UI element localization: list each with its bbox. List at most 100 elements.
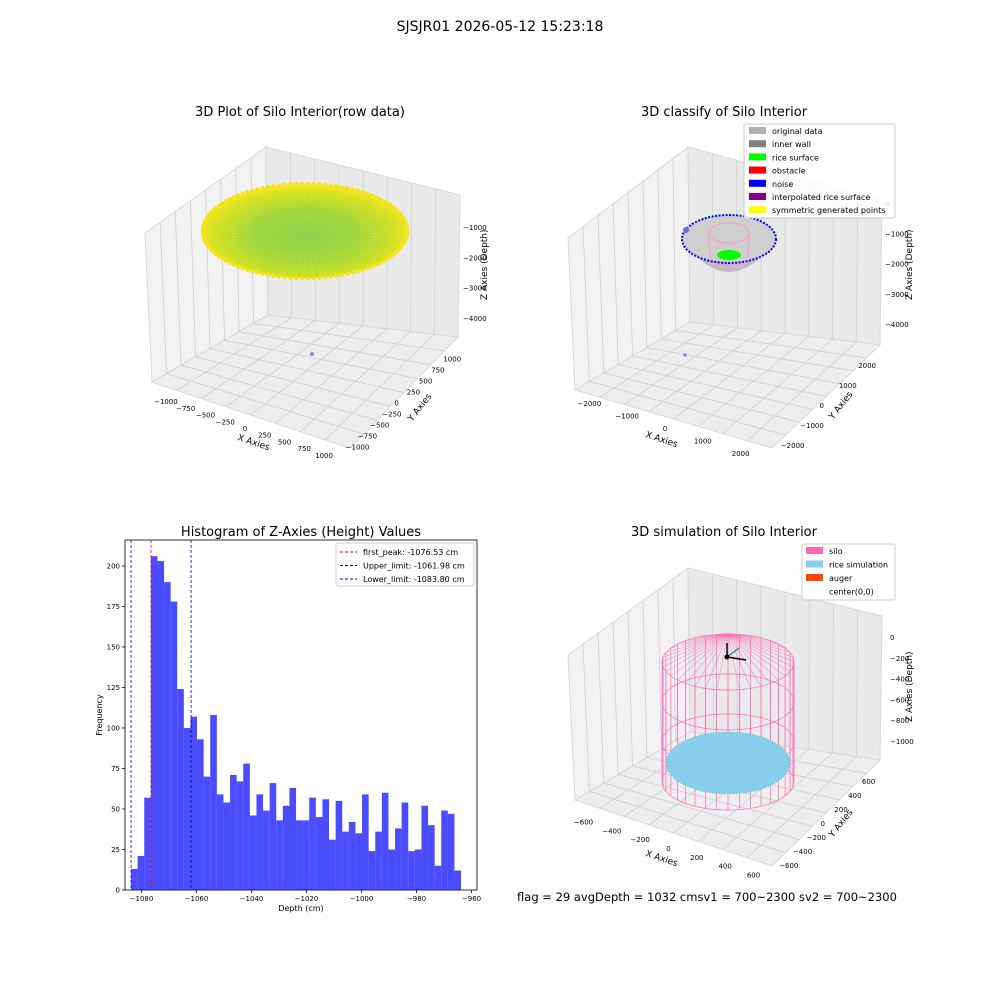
silo-roof-wire — [670, 633, 729, 649]
silo-roof-wire — [727, 633, 791, 672]
scan-ray — [360, 233, 407, 236]
x-tick-label: −980 — [407, 895, 426, 903]
scan-ray — [319, 185, 332, 207]
status-line: flag = 29 avgDepth = 1032 cmsv1 = 700~23… — [517, 890, 897, 904]
z-tick-label: −2000 — [885, 261, 909, 269]
grid-line — [589, 381, 786, 436]
rim-point — [299, 275, 305, 281]
y-tick-label: 0 — [820, 402, 824, 410]
scan-ray — [360, 222, 406, 227]
scan-ray — [340, 250, 371, 268]
x-tick-label: 500 — [278, 438, 291, 446]
y-tick-label: 1000 — [443, 355, 461, 363]
rim-points — [200, 181, 410, 281]
grid-line — [747, 756, 857, 859]
rim-point — [328, 183, 334, 188]
scan-ray — [359, 218, 404, 225]
grid-line — [612, 622, 619, 775]
y-tick-label: 25 — [111, 846, 120, 854]
rim-point — [323, 182, 328, 188]
silo-roof-wire — [727, 633, 791, 653]
legend-swatch — [749, 206, 766, 214]
histogram-bar — [269, 783, 277, 890]
legend-label: interpolated rice surface — [772, 193, 870, 202]
rim-point — [250, 188, 255, 193]
y-tick-label: 200 — [834, 806, 847, 814]
y-axis-label: Frequency — [95, 694, 104, 736]
x-tick-label: 400 — [718, 863, 731, 871]
scan-ray — [314, 256, 323, 278]
legend-swatch — [749, 179, 766, 187]
scan-ray — [253, 253, 278, 272]
scan-ray — [357, 239, 401, 248]
scan-ray — [347, 200, 384, 215]
scan-ray — [295, 256, 301, 278]
rice-simulation-body — [666, 732, 790, 794]
silo-roof-wire — [662, 633, 729, 668]
legend-swatch — [806, 547, 823, 554]
noise-point — [683, 227, 689, 233]
x-tick-label: −1000 — [615, 412, 639, 420]
grid-line — [612, 203, 619, 365]
scan-ray — [287, 256, 296, 278]
scan-ray — [216, 207, 257, 219]
x-tick-label: −750 — [176, 405, 195, 413]
y-tick-label: −500 — [370, 422, 389, 430]
z-tick-label: −4000 — [463, 315, 487, 323]
z-tick-label: −3000 — [463, 285, 487, 293]
rim-point — [311, 275, 316, 281]
grid-line — [189, 200, 196, 357]
grid-line — [642, 600, 648, 758]
histogram-bar — [454, 870, 462, 890]
histogram-bar — [388, 849, 396, 890]
outlier-point — [683, 353, 687, 357]
scan-ray — [216, 243, 257, 255]
z-tick-label: −800 — [890, 717, 909, 725]
legend-swatch — [749, 153, 766, 161]
grid-line — [275, 328, 388, 424]
scan-ray — [353, 243, 394, 255]
histogram-bar — [230, 774, 237, 890]
rim-point — [213, 205, 219, 211]
scan-ray — [212, 241, 255, 252]
histogram-bar — [276, 820, 283, 890]
scan-ray — [209, 214, 253, 223]
rim-point — [311, 181, 316, 187]
legend-swatch — [806, 574, 823, 581]
rim-point — [404, 226, 410, 231]
histogram-bar — [441, 810, 448, 890]
rim-point — [334, 184, 339, 189]
legend-label: symmetric generated points — [772, 206, 885, 215]
legend-label: auger — [829, 574, 853, 583]
rim-point — [240, 191, 245, 196]
histogram-bar — [197, 739, 204, 890]
rice-surface-point-cloud — [200, 181, 410, 281]
rim-point — [388, 203, 394, 208]
histogram-bar — [144, 797, 151, 890]
grid-line — [159, 222, 167, 374]
x-tick-label: −1020 — [295, 895, 319, 903]
histogram-bar — [177, 689, 184, 890]
grid-line — [597, 633, 605, 784]
x-tick-label: −250 — [216, 418, 235, 426]
grid-line — [722, 752, 833, 850]
grid-line — [618, 774, 813, 827]
rim-point — [345, 186, 350, 191]
grid-line — [808, 597, 810, 750]
rim-point — [245, 190, 250, 195]
z-tick-label: −1000 — [463, 224, 487, 232]
figure-title: SJSJR01 2026-05-12 15:23:18 — [397, 19, 604, 35]
y-tick-label: 500 — [419, 377, 432, 385]
axis-ticks: −2000−1000010002000−2000−10000100020000−… — [578, 200, 909, 458]
legend-swatch — [749, 127, 766, 134]
grid-line — [300, 331, 411, 432]
x-tick-label: −1040 — [240, 895, 264, 903]
floor-pane — [573, 731, 882, 867]
silo-roof-wire — [665, 633, 729, 672]
rim-point — [377, 260, 383, 265]
histogram-bar — [131, 868, 138, 890]
x-tick-label: −600 — [574, 819, 593, 827]
grid-line — [618, 364, 813, 410]
auger-center-marker — [724, 643, 747, 661]
scan-ray — [226, 200, 263, 215]
